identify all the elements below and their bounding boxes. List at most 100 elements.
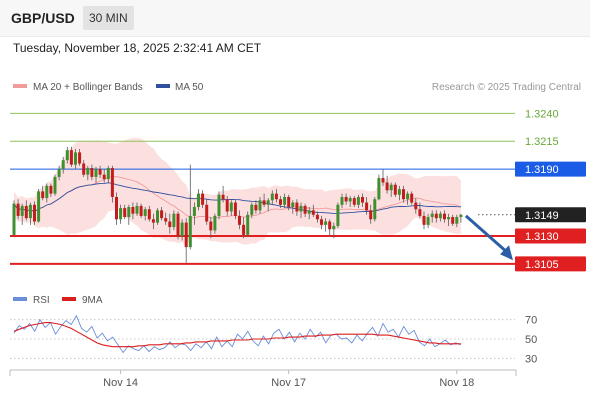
- candle-body: [151, 219, 155, 223]
- candle-body: [180, 222, 184, 236]
- candle-body: [37, 191, 41, 222]
- candle-body: [147, 209, 151, 220]
- timeframe-badge[interactable]: 30 MIN: [83, 6, 134, 30]
- candle-body: [287, 196, 291, 208]
- candle-body: [418, 209, 422, 216]
- forecast-arrow-shaft: [464, 214, 507, 253]
- candle-body: [242, 224, 246, 235]
- candle-body: [57, 169, 61, 177]
- candle-body: [209, 221, 213, 231]
- candle-body: [381, 178, 385, 183]
- candle-body: [377, 178, 381, 200]
- symbol-label: GBP/USD: [11, 10, 75, 26]
- candle-body: [266, 200, 270, 205]
- candle-body: [94, 169, 98, 177]
- candle-body: [172, 213, 176, 228]
- level-label: 1.3105: [525, 259, 559, 271]
- candle-body: [279, 199, 282, 205]
- rsi-tick-label: 70: [525, 315, 537, 327]
- candle-body: [225, 199, 229, 212]
- legend-ma50-swatch: [156, 84, 170, 88]
- candle-body: [53, 176, 57, 194]
- candle-body: [61, 160, 65, 170]
- candle-body: [402, 189, 405, 200]
- candle-body: [295, 202, 299, 212]
- candle-body: [361, 196, 364, 203]
- candle-body: [438, 213, 442, 219]
- legend: MA 20 + Bollinger Bands MA 50 Research ©…: [13, 82, 581, 93]
- candle-body: [283, 196, 287, 205]
- candle-body: [455, 217, 459, 224]
- level-tag: [515, 256, 586, 272]
- candle-body: [131, 207, 135, 214]
- candle-body: [78, 152, 82, 164]
- candle-body: [41, 191, 45, 199]
- candle-body: [139, 205, 143, 216]
- candle-body: [217, 194, 221, 216]
- candle-body: [123, 208, 127, 218]
- candle-body: [184, 222, 188, 248]
- candle-body: [332, 225, 336, 230]
- candle-body: [74, 152, 77, 165]
- credit-label: Research © 2025 Trading Central: [432, 82, 581, 93]
- candle-body: [192, 207, 196, 216]
- candle-body: [33, 204, 36, 222]
- candle-body: [197, 193, 200, 208]
- rsi-ma-legend-swatch: [62, 297, 76, 301]
- candle-body: [86, 167, 90, 175]
- candle-body: [385, 182, 389, 191]
- candle-body: [356, 196, 360, 205]
- rsi-legend-label: RSI: [33, 295, 50, 306]
- level-label: 1.3240: [525, 108, 559, 120]
- candle-body: [143, 209, 147, 216]
- candle-body: [233, 202, 237, 216]
- candle-body: [69, 150, 73, 165]
- candle-body: [344, 196, 348, 202]
- candle-body: [106, 167, 110, 180]
- candle-body: [414, 202, 418, 210]
- candle-body: [291, 202, 295, 208]
- candle-body: [430, 213, 434, 218]
- candle-body: [348, 198, 352, 202]
- candle-body: [176, 213, 180, 236]
- candle-body: [410, 193, 414, 203]
- timestamp: Tuesday, November 18, 2025 2:32:41 AM CE…: [13, 41, 262, 55]
- candle-body: [397, 189, 401, 195]
- candle-body: [422, 215, 426, 225]
- candle-body: [156, 210, 159, 223]
- candle-body: [274, 193, 278, 200]
- candle-body: [90, 167, 94, 177]
- candle-body: [28, 204, 32, 219]
- time-axis-label: Nov 14: [103, 377, 138, 389]
- level-label: 1.3130: [525, 231, 559, 243]
- candle-body: [110, 167, 114, 197]
- price-pane: 1.3240 1.3215 1.3190 1.3149 1.3130 1.3105: [10, 108, 586, 272]
- candle-body: [434, 213, 438, 219]
- candle-body: [369, 210, 373, 220]
- level-label: 1.3190: [525, 164, 559, 176]
- bollinger-band: [14, 138, 461, 246]
- candle-body: [45, 185, 49, 199]
- candle-body: [365, 202, 369, 211]
- candle-body: [188, 215, 192, 248]
- candle-body: [229, 202, 233, 212]
- candle-body: [270, 193, 274, 201]
- candle-body: [447, 217, 451, 220]
- candle-body: [307, 210, 311, 214]
- candle-body: [98, 169, 102, 175]
- candle-body: [82, 163, 86, 175]
- candle-body: [246, 214, 250, 235]
- candle-body: [221, 194, 225, 200]
- candle-body: [451, 217, 455, 224]
- candle-body: [119, 208, 123, 220]
- level-label: 1.3149: [525, 210, 559, 222]
- candle-body: [102, 174, 106, 180]
- candle-body: [164, 218, 168, 222]
- candle-body: [213, 215, 217, 231]
- candle-body: [303, 205, 307, 214]
- candle-body: [168, 221, 172, 228]
- candle-body: [262, 200, 266, 205]
- forecast-arrow-head: [500, 245, 513, 261]
